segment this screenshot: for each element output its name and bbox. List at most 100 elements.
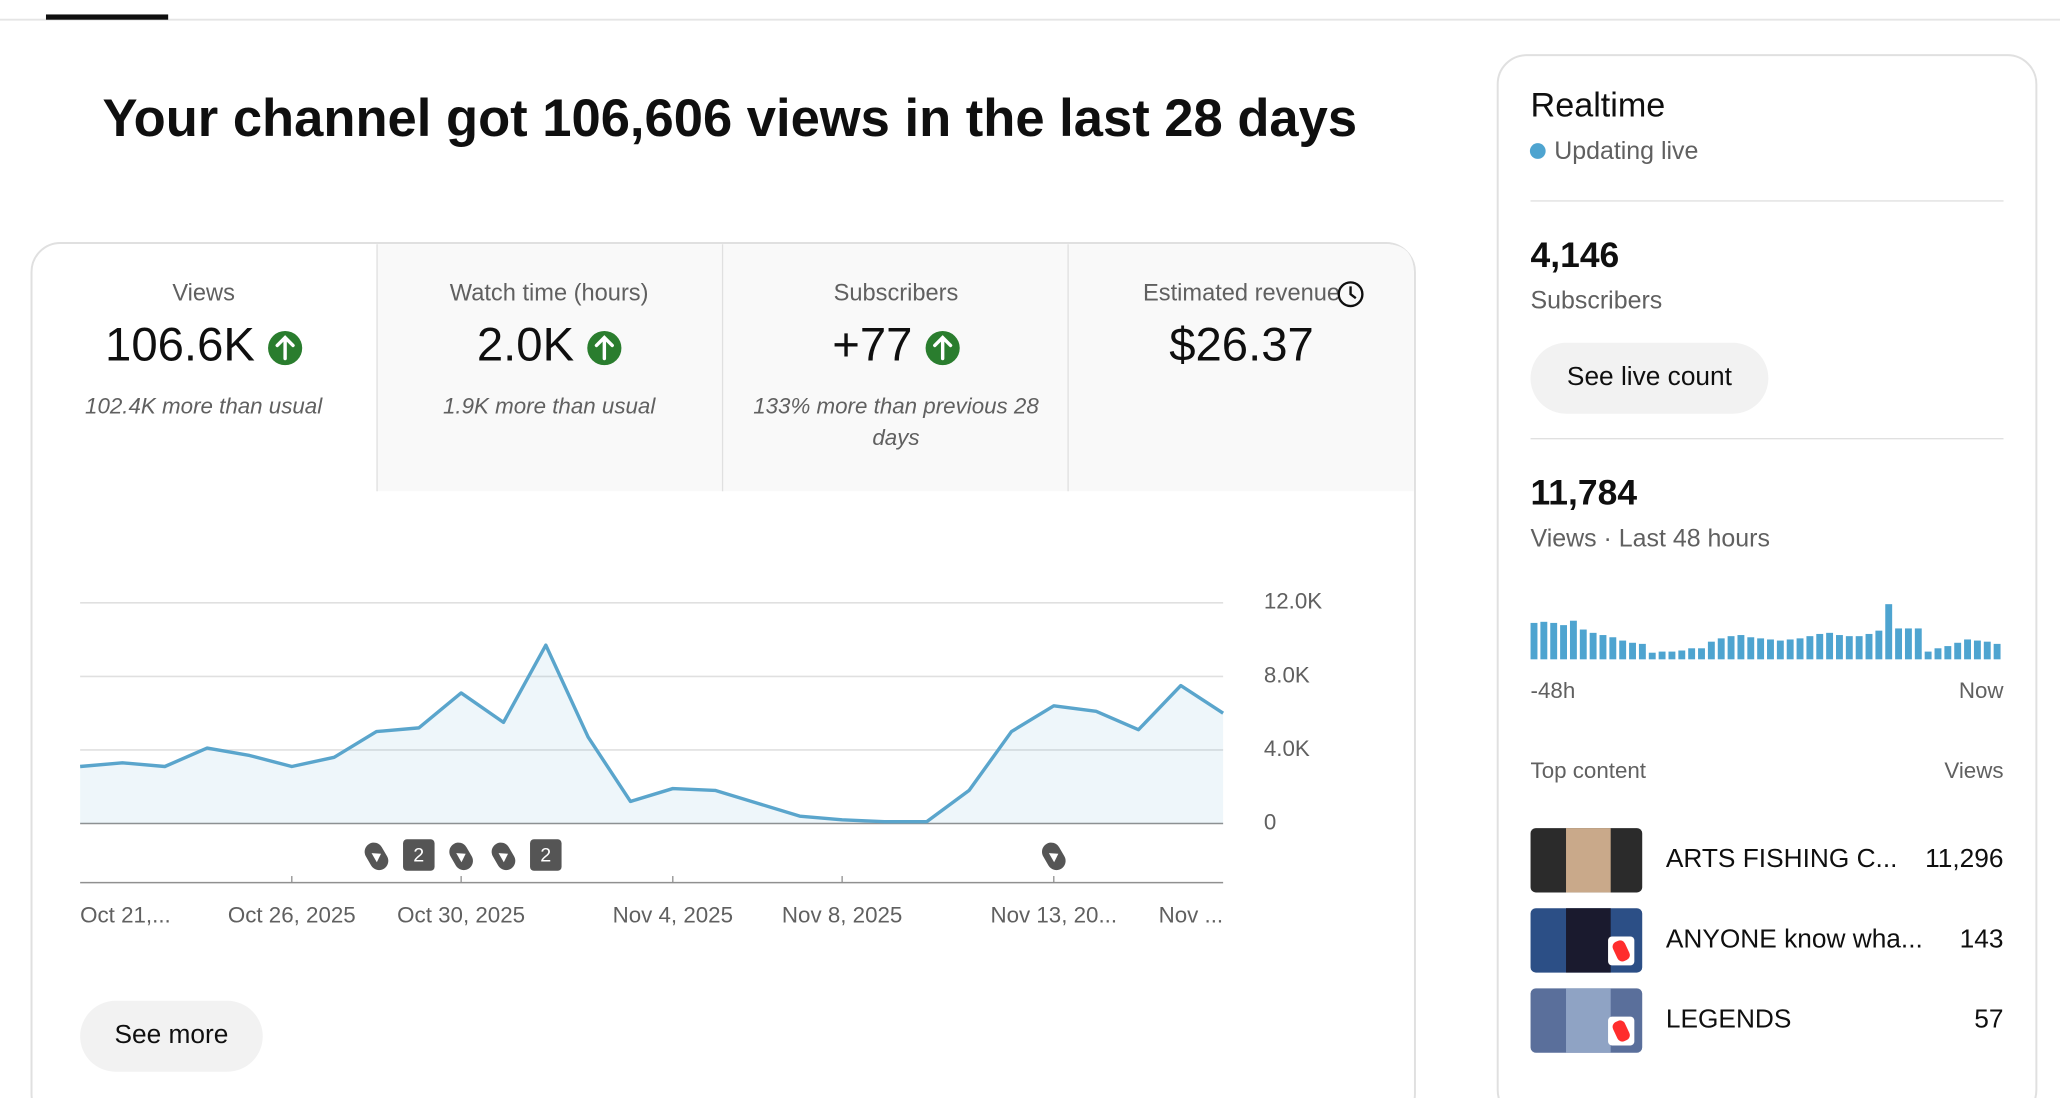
rt-bar: [1993, 643, 2001, 660]
shorts-icon[interactable]: [361, 839, 391, 873]
x-tick-label: Oct 26, 2025: [228, 903, 356, 928]
rt-bar: [1727, 636, 1735, 660]
metric-label[interactable]: Watch time (hours): [450, 280, 649, 306]
metric-value[interactable]: +77: [832, 319, 912, 372]
shorts-icon[interactable]: [488, 839, 518, 873]
shorts-count[interactable]: 2: [540, 845, 551, 867]
metric-value[interactable]: $26.37: [1169, 319, 1314, 372]
trend-arrow: [594, 335, 614, 361]
trend-up-icon: [587, 330, 622, 366]
rt-bar: [1796, 638, 1804, 660]
x-tick-label: Nov 4, 2025: [613, 903, 733, 928]
views-chart: 0 4.0K 8.0K 12.0K Oct 21,... Oct 26, 2025 Oct …: [79, 589, 1322, 928]
rt-bar: [1678, 650, 1686, 660]
content-views: 11,296: [1925, 843, 2003, 873]
shorts-badge-logo: [1612, 1020, 1630, 1042]
rt-bar: [1845, 636, 1853, 660]
content-views: 57: [1974, 1003, 2003, 1033]
trend-up-icon: [925, 330, 960, 366]
rt-bar: [1983, 641, 1991, 660]
rt-bar: [1698, 648, 1705, 660]
rt-bar: [1648, 652, 1656, 660]
active-tab-indicator: [45, 14, 169, 20]
content-views: 143: [1960, 923, 2004, 953]
realtime-views-label: Views · Last 48 hours: [1531, 524, 1770, 552]
rt-bar: [1816, 633, 1824, 660]
shorts-play: [1048, 853, 1059, 863]
metric-label[interactable]: Views: [172, 280, 235, 306]
rt-bar: [1589, 632, 1597, 660]
rt-bar: [1885, 604, 1893, 660]
thumbnail[interactable]: [1530, 908, 1643, 973]
rt-bar: [1786, 639, 1794, 660]
trend-arrow: [933, 335, 953, 361]
rt-bar: [1717, 638, 1725, 660]
metric-note: 1.9K more than usual: [442, 394, 656, 419]
rt-bar: [1619, 640, 1627, 660]
realtime-views: 11,784: [1531, 473, 1638, 513]
rt-bar: [1776, 640, 1784, 660]
rt-bar: [1806, 636, 1814, 660]
shorts-icon[interactable]: [446, 839, 476, 873]
rt-bar: [1934, 648, 1942, 660]
rt-bar: [1964, 639, 1971, 660]
rt-end-label: Now: [1959, 678, 2005, 703]
top-content-title: Top content: [1531, 758, 1647, 783]
rt-bar: [1944, 646, 1952, 660]
top-content-list: ARTS FISHING C... 11,296 ANYONE know wha..…: [1530, 828, 2004, 1053]
top-content-views-header: Views: [1944, 758, 2003, 783]
thumbnail[interactable]: [1530, 988, 1643, 1053]
metric-label[interactable]: Subscribers: [834, 280, 959, 306]
shorts-icon[interactable]: [1039, 839, 1069, 873]
content-title[interactable]: ARTS FISHING C...: [1666, 843, 1898, 873]
realtime-bar-chart: [1530, 604, 2001, 660]
shorts-count[interactable]: 2: [413, 845, 424, 867]
trend-up-icon: [268, 330, 303, 366]
content-title[interactable]: ANYONE know wha...: [1666, 923, 1923, 953]
x-tick-label: Oct 21,...: [80, 903, 171, 928]
y-tick-label: 4.0K: [1264, 736, 1310, 761]
rt-bar: [1767, 639, 1774, 660]
rt-bar: [1668, 651, 1676, 660]
thumbnail[interactable]: [1530, 828, 1643, 893]
x-tick-label: Nov ...: [1159, 903, 1224, 928]
rt-bar: [1737, 635, 1745, 660]
rt-bar: [1688, 648, 1696, 660]
metric-note-box: 102.4K more than usual: [85, 394, 322, 419]
shorts-count-box[interactable]: [403, 839, 435, 871]
y-tick-label: 8.0K: [1264, 662, 1310, 687]
rt-bar: [1569, 620, 1577, 660]
rt-bar: [1638, 643, 1646, 660]
metric-note: 133% more than previous 28 days: [753, 394, 1039, 451]
metric-tabs[interactable]: Views 106.6K 102.4K more than usual Watch t…: [39, 280, 1340, 464]
live-dot: [1529, 143, 1546, 159]
metric-value[interactable]: 2.0K: [477, 319, 574, 372]
x-tick-label: Oct 30, 2025: [397, 903, 525, 928]
y-tick-label: 0: [1264, 809, 1276, 834]
rt-bar: [1895, 628, 1903, 660]
see-more-label[interactable]: See more: [115, 1019, 229, 1049]
subscriber-label: Subscribers: [1531, 287, 1663, 315]
rt-bar: [1973, 640, 1981, 660]
rt-bar: [1954, 642, 1962, 660]
live-count-label[interactable]: See live count: [1567, 361, 1733, 391]
x-tick-label: Nov 13, 20...: [990, 903, 1117, 928]
see-more-button[interactable]: [80, 1000, 263, 1072]
rt-start-label: -48h: [1531, 678, 1576, 703]
rt-bar: [1550, 622, 1558, 660]
area: [80, 645, 1224, 824]
live-count-button[interactable]: [1530, 342, 1769, 414]
metric-value[interactable]: 106.6K: [105, 319, 255, 372]
rt-bar: [1836, 635, 1843, 660]
shorts-count-box[interactable]: [530, 839, 562, 871]
rt-bar: [1904, 628, 1912, 660]
content-title[interactable]: LEGENDS: [1666, 1003, 1792, 1033]
metric-note-box: 133% more than previous 28 days: [753, 394, 1039, 451]
rt-bar: [1609, 637, 1617, 660]
metric-label[interactable]: Estimated revenue: [1143, 280, 1340, 306]
rt-bar: [1540, 621, 1548, 660]
rt-bar: [1530, 622, 1538, 660]
rt-bar: [1826, 632, 1834, 660]
realtime-title: Realtime: [1531, 87, 1666, 125]
